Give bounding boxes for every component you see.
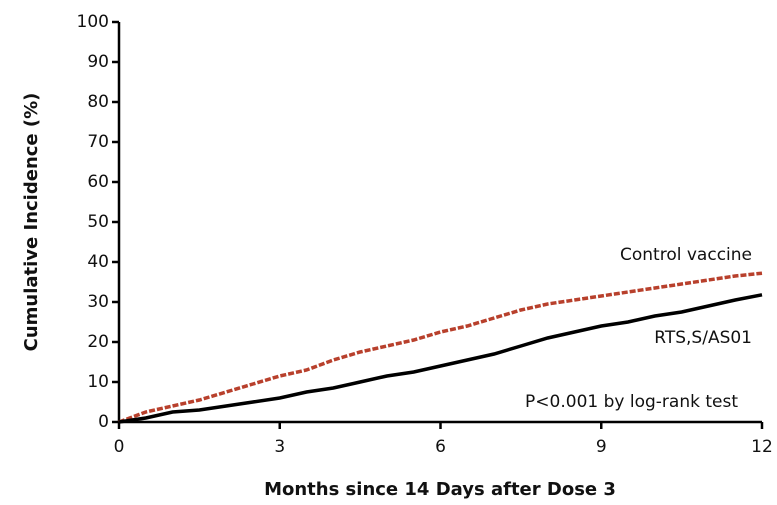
y-tick-label: 60 (87, 172, 109, 192)
x-tick-label: 12 (751, 437, 773, 457)
y-tick-label: 20 (87, 332, 109, 352)
x-tick-label: 0 (114, 437, 125, 457)
y-tick-label: 50 (87, 212, 109, 232)
series-line (118, 271, 763, 424)
x-tick-label: 3 (274, 437, 285, 457)
x-tick-label: 9 (596, 437, 607, 457)
y-tick-label: 30 (87, 292, 109, 312)
annotation: P<0.001 by log-rank test (525, 392, 738, 412)
x-tick-label: 6 (435, 437, 446, 457)
series-line (118, 293, 763, 424)
series-label: RTS,S/AS01 (654, 328, 752, 348)
y-tick-label: 40 (87, 252, 109, 272)
x-axis-title: Months since 14 Days after Dose 3 (264, 479, 616, 500)
y-tick-label: 100 (77, 12, 109, 32)
y-tick-label: 90 (87, 52, 109, 72)
y-tick-label: 70 (87, 132, 109, 152)
y-tick-label: 80 (87, 92, 109, 112)
y-tick-label: 0 (98, 412, 109, 432)
y-tick-label: 10 (87, 372, 109, 392)
y-axis-title: Cumulative Incidence (%) (21, 93, 42, 352)
series-label: Control vaccine (620, 245, 752, 265)
